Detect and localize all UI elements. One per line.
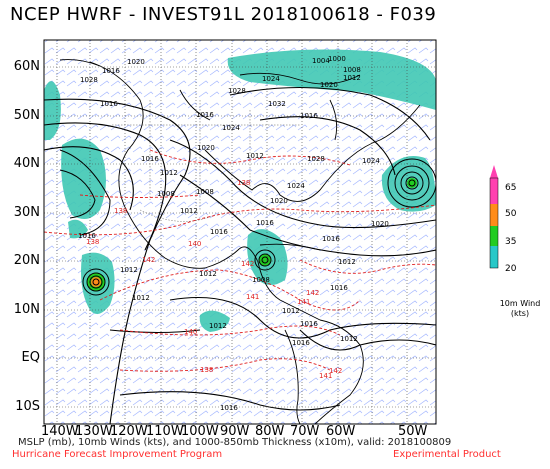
lon-label-140w: 140W <box>41 424 79 439</box>
legend-title-line1: 10m Wind <box>499 299 541 308</box>
footer-caption: MSLP (mb), 10mb Winds (kts), and 1000-85… <box>18 437 452 448</box>
cyclone-rings <box>59 149 436 296</box>
wind-barbs <box>44 40 436 424</box>
svg-text:138: 138 <box>86 238 99 246</box>
svg-text:1016: 1016 <box>141 155 159 163</box>
svg-text:1016: 1016 <box>322 235 340 243</box>
svg-text:1012: 1012 <box>209 322 227 330</box>
lon-label-80w: 80W <box>255 424 285 439</box>
legend-tick-20: 20 <box>505 264 517 274</box>
svg-text:1016: 1016 <box>300 112 318 120</box>
svg-text:1028: 1028 <box>80 76 98 84</box>
lat-label-40n: 40N <box>13 156 40 171</box>
svg-text:1020: 1020 <box>320 81 338 89</box>
lon-label-70w: 70W <box>290 424 320 439</box>
svg-text:142: 142 <box>241 260 254 268</box>
thickness-labels: 138 138 140 140 141 142 142 138 138 142 … <box>86 179 342 380</box>
map-frame <box>43 39 437 425</box>
svg-text:1004: 1004 <box>312 57 330 65</box>
pressure-labels: 1004 1008 1000 1012 1020 1024 1028 1028 … <box>78 55 389 412</box>
svg-text:142: 142 <box>329 367 342 375</box>
svg-text:1012: 1012 <box>160 169 178 177</box>
lat-label-10n: 10N <box>13 302 40 317</box>
lon-label-100w: 100W <box>181 424 219 439</box>
svg-text:1008: 1008 <box>252 276 270 284</box>
svg-text:1008: 1008 <box>157 190 175 198</box>
legend-tick-65: 65 <box>505 183 517 193</box>
lon-label-110w: 110W <box>146 424 184 439</box>
svg-text:1012: 1012 <box>180 207 198 215</box>
legend-title: 10m Wind (kts) <box>494 299 546 319</box>
svg-text:1016: 1016 <box>78 232 96 240</box>
map-title: NCEP HWRF - INVEST91L 2018100618 - F039 <box>10 4 437 25</box>
svg-text:1012: 1012 <box>120 266 138 274</box>
svg-text:138: 138 <box>237 179 250 187</box>
legend-tick-35: 35 <box>505 237 517 247</box>
svg-text:1012: 1012 <box>338 258 356 266</box>
lat-label-50n: 50N <box>13 108 40 123</box>
svg-text:1012: 1012 <box>199 270 217 278</box>
svg-text:1028: 1028 <box>307 155 325 163</box>
footer-program: Hurricane Forecast Improvement Program <box>12 449 223 460</box>
lon-label-120w: 120W <box>110 424 148 439</box>
lon-label-60w: 60W <box>326 424 356 439</box>
svg-text:142: 142 <box>142 256 155 264</box>
lat-label-20n: 20N <box>13 253 40 268</box>
lon-label-50w: 50W <box>398 424 428 439</box>
svg-text:141: 141 <box>297 298 310 306</box>
svg-text:1016: 1016 <box>292 339 310 347</box>
svg-text:1012: 1012 <box>132 294 150 302</box>
svg-text:1016: 1016 <box>330 284 348 292</box>
svg-text:1012: 1012 <box>343 74 361 82</box>
svg-text:1016: 1016 <box>196 111 214 119</box>
svg-text:1016: 1016 <box>256 219 274 227</box>
svg-text:1016: 1016 <box>102 67 120 75</box>
lat-label-60n: 60N <box>13 59 40 74</box>
coastlines <box>59 59 421 424</box>
svg-text:1024: 1024 <box>362 157 380 165</box>
lon-label-130w: 130W <box>75 424 113 439</box>
svg-text:1016: 1016 <box>220 404 238 412</box>
svg-text:142: 142 <box>306 289 319 297</box>
svg-text:1008: 1008 <box>343 66 361 74</box>
svg-text:1032: 1032 <box>268 100 286 108</box>
svg-text:1020: 1020 <box>127 58 145 66</box>
svg-text:1020: 1020 <box>371 220 389 228</box>
svg-text:140: 140 <box>188 240 201 248</box>
svg-text:140: 140 <box>184 328 197 336</box>
lat-label-30n: 30N <box>13 205 40 220</box>
svg-text:1012: 1012 <box>340 335 358 343</box>
wind-legend-bar <box>489 165 499 269</box>
svg-text:1016: 1016 <box>210 228 228 236</box>
svg-text:1028: 1028 <box>228 87 246 95</box>
svg-text:1016: 1016 <box>300 320 318 328</box>
grid <box>44 40 436 424</box>
lat-label-10s: 10S <box>15 399 40 414</box>
svg-text:1016: 1016 <box>100 100 118 108</box>
svg-text:1012: 1012 <box>246 152 264 160</box>
svg-text:138: 138 <box>114 207 127 215</box>
svg-text:141: 141 <box>319 372 332 380</box>
svg-text:1024: 1024 <box>222 124 240 132</box>
thickness-contours <box>44 149 436 372</box>
svg-text:1024: 1024 <box>287 182 305 190</box>
isobars <box>44 86 436 424</box>
svg-text:1024: 1024 <box>262 75 280 83</box>
svg-text:1012: 1012 <box>282 307 300 315</box>
svg-text:141: 141 <box>246 293 259 301</box>
svg-text:1020: 1020 <box>197 144 215 152</box>
legend-title-line2: (kts) <box>510 309 530 318</box>
svg-text:1020: 1020 <box>270 197 288 205</box>
lat-label-eq: EQ <box>21 350 40 365</box>
svg-text:1000: 1000 <box>328 55 346 63</box>
legend-tick-50: 50 <box>505 209 517 219</box>
svg-text:138: 138 <box>200 366 213 374</box>
footer-product: Experimental Product <box>393 449 501 460</box>
lon-label-90w: 90W <box>220 424 250 439</box>
svg-text:1008: 1008 <box>196 188 214 196</box>
